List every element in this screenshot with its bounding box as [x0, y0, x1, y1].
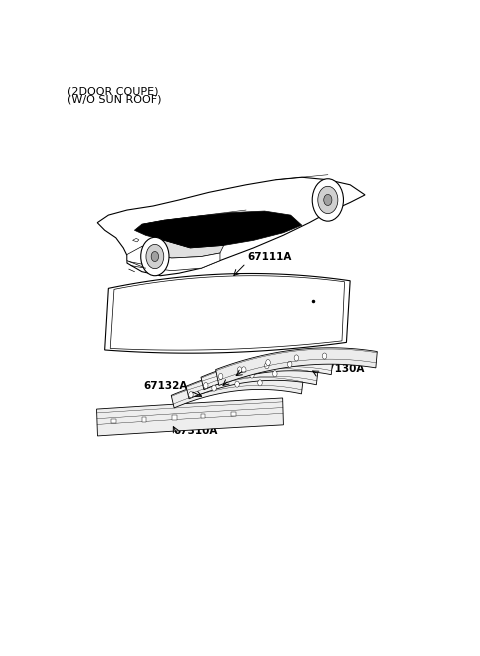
- Circle shape: [189, 392, 193, 398]
- Polygon shape: [186, 367, 318, 399]
- Bar: [111, 419, 116, 424]
- Circle shape: [218, 373, 223, 379]
- Text: 67111A: 67111A: [248, 251, 292, 262]
- Circle shape: [212, 385, 216, 391]
- Circle shape: [322, 353, 327, 359]
- Circle shape: [288, 361, 292, 367]
- Polygon shape: [96, 398, 283, 436]
- Bar: [201, 414, 205, 418]
- Circle shape: [258, 380, 262, 386]
- Polygon shape: [134, 211, 302, 248]
- Polygon shape: [132, 238, 139, 242]
- Circle shape: [264, 363, 269, 369]
- Circle shape: [273, 371, 277, 377]
- Text: 67130A: 67130A: [321, 364, 365, 374]
- Bar: [231, 412, 236, 416]
- Circle shape: [227, 376, 231, 382]
- Polygon shape: [97, 177, 365, 276]
- Circle shape: [151, 251, 158, 262]
- Circle shape: [141, 237, 169, 276]
- Circle shape: [318, 186, 338, 214]
- Text: (W/O SUN ROOF): (W/O SUN ROOF): [67, 95, 162, 105]
- Circle shape: [204, 382, 208, 388]
- Text: 67132A: 67132A: [144, 381, 188, 391]
- Circle shape: [312, 178, 344, 221]
- Polygon shape: [105, 274, 350, 353]
- Circle shape: [250, 372, 254, 378]
- Text: 67310A: 67310A: [173, 426, 218, 436]
- Text: 67134A: 67134A: [245, 360, 290, 370]
- Circle shape: [294, 355, 299, 361]
- Polygon shape: [201, 358, 333, 390]
- Circle shape: [324, 194, 332, 205]
- Circle shape: [238, 367, 242, 373]
- Text: (2DOOR COUPE): (2DOOR COUPE): [67, 87, 159, 96]
- Bar: [172, 415, 177, 420]
- Circle shape: [235, 381, 240, 387]
- Circle shape: [241, 367, 246, 373]
- Polygon shape: [171, 377, 303, 408]
- Bar: [142, 417, 146, 422]
- Polygon shape: [216, 348, 377, 386]
- Polygon shape: [142, 240, 224, 258]
- Polygon shape: [127, 247, 220, 271]
- Text: 67122A: 67122A: [230, 370, 275, 380]
- Circle shape: [266, 359, 270, 365]
- Circle shape: [146, 245, 164, 269]
